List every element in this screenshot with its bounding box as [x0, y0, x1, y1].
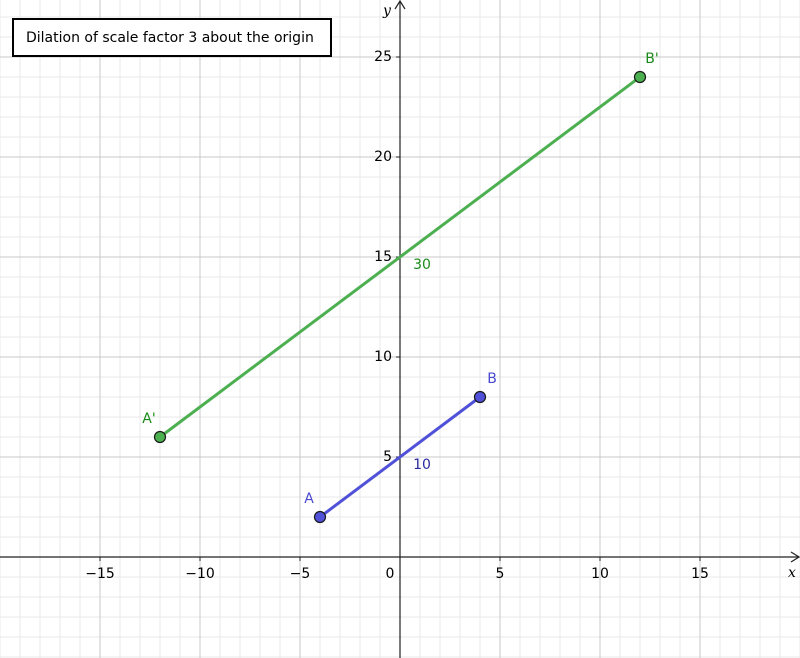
- segment: [319, 395, 481, 519]
- x-tick-label: 5: [496, 566, 505, 582]
- x-tick-label: 10: [591, 566, 609, 582]
- y-axis-arrow: [394, 0, 406, 10]
- length-label: 30: [413, 257, 431, 273]
- x-tick-label: 15: [691, 566, 709, 582]
- x-axis-label: x: [788, 565, 796, 581]
- point: [473, 390, 487, 404]
- length-label: 10: [413, 457, 431, 473]
- y-tick-label: 20: [374, 149, 392, 165]
- y-tick-label: 25: [374, 49, 392, 65]
- x-axis-arrow: [790, 551, 800, 563]
- y-axis-label: y: [382, 3, 392, 19]
- point-label: B': [645, 51, 658, 67]
- x-tick-label: 0: [386, 566, 395, 582]
- point: [313, 510, 327, 524]
- chart-title: Dilation of scale factor 3 about the ori…: [26, 30, 314, 46]
- point-label: A: [304, 491, 314, 507]
- y-tick-label: 15: [374, 249, 392, 265]
- x-tick-label: −10: [185, 566, 215, 582]
- x-tick-label: −15: [85, 566, 115, 582]
- x-tick-label: −5: [290, 566, 311, 582]
- point-label: B: [487, 371, 497, 387]
- y-tick-label: 5: [383, 449, 392, 465]
- point-label: A': [142, 411, 155, 427]
- title-box: [12, 18, 332, 57]
- y-tick-label: 10: [374, 349, 392, 365]
- segment: [159, 75, 641, 439]
- point: [633, 70, 647, 84]
- point: [153, 430, 167, 444]
- marks: 10 A B 30 A' B': [142, 51, 659, 524]
